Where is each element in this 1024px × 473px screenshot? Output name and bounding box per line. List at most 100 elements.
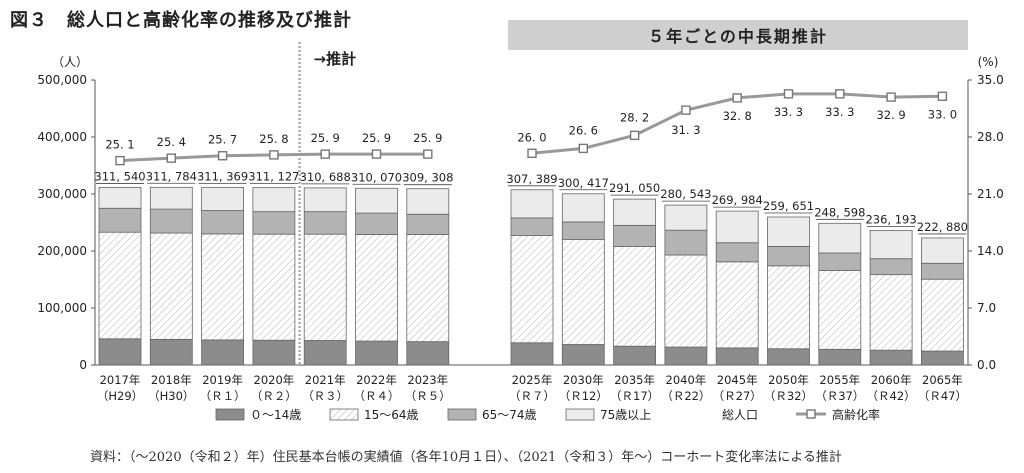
x-sub-label: （Ｒ12） [559, 389, 608, 403]
x-sub-label: （Ｒ４） [354, 389, 400, 403]
x-tick-label: 2035年 [614, 373, 655, 387]
bar-segment [921, 350, 964, 366]
x-sub-label: （Ｒ37） [815, 389, 864, 403]
aging-rate-label: 26. 6 [569, 123, 598, 137]
bar-segment [869, 274, 913, 351]
bar-segment [303, 233, 347, 341]
x-tick-label: 2030年 [563, 373, 604, 387]
total-label: 310, 688 [300, 170, 351, 184]
aging-rate-label: 25. 9 [362, 131, 391, 145]
aging-rate-point [320, 149, 330, 159]
aging-rate-point [166, 153, 177, 163]
bar-segment [252, 211, 296, 235]
y-right-tick-label: 28.0 [977, 130, 1004, 144]
bar-segment [818, 222, 862, 254]
x-tick-label: 2018年 [151, 373, 192, 387]
aging-rate-point [629, 130, 640, 141]
total-label: 269, 984 [712, 193, 763, 207]
bar-segment [664, 254, 708, 348]
bar-segment [252, 187, 296, 213]
bar-segment [715, 347, 759, 366]
total-label: 248, 598 [814, 205, 865, 219]
x-sub-label: （Ｒ７） [509, 389, 555, 403]
y-left-unit-label: （人） [52, 55, 88, 69]
legend-swatch [565, 408, 595, 421]
x-tick-label: 2055年 [819, 373, 860, 387]
bar-segment [561, 221, 605, 240]
aging-rate-label: 25. 4 [157, 135, 186, 149]
bar-segment [252, 339, 296, 366]
x-tick-label: 2020年 [254, 373, 295, 387]
y-right-tick-label: 14.0 [977, 244, 1004, 258]
aging-rate-point [937, 91, 948, 101]
legend-label: 75歳以上 [600, 408, 651, 422]
y-left-tick-label: 500,000 [37, 73, 87, 87]
x-sub-label: （Ｒ17） [610, 389, 659, 403]
y-right-tick-label: 7.0 [977, 301, 996, 315]
x-tick-label: 2045年 [717, 373, 758, 387]
x-tick-label: 2021年 [305, 373, 346, 387]
aging-rate-label: 25. 9 [413, 131, 442, 145]
bar-segment [869, 258, 913, 276]
bar-segment [767, 216, 810, 247]
x-sub-label: （Ｒ３） [302, 389, 348, 403]
x-sub-label: （Ｒ42） [867, 389, 916, 403]
bar-segment [303, 340, 347, 366]
aging-rate-label: 33. 3 [825, 105, 854, 119]
legend-swatch [447, 408, 477, 421]
aging-rate-point [783, 89, 794, 99]
bar-segment [818, 348, 862, 366]
total-label: 311, 784 [146, 169, 197, 183]
bar-segment [149, 186, 193, 210]
aging-rate-label: 26. 0 [517, 130, 546, 144]
bar-segment [406, 234, 450, 343]
chart-title: 図３ 総人口と高齢化率の推移及び推計 [10, 10, 352, 31]
x-sub-label: （Ｒ５） [405, 389, 451, 403]
aging-rate-point [527, 148, 537, 158]
bar-segment [510, 235, 554, 344]
x-sub-label: （Ｒ22） [661, 389, 710, 403]
aging-rate-label: 25. 8 [259, 132, 288, 146]
bar-segment [510, 342, 554, 366]
bar-segment [149, 338, 193, 366]
x-tick-label: 2022年 [356, 373, 397, 387]
x-sub-label: （Ｒ27） [713, 389, 762, 403]
aging-rate-label: 28. 2 [620, 110, 649, 124]
legend-label: ０〜14歳 [250, 408, 301, 422]
bar-segment [869, 229, 913, 260]
legend-label: 15〜64歳 [364, 408, 419, 422]
bar-segment [98, 187, 142, 209]
bar-segment [355, 212, 398, 235]
y-left-tick-label: 400,000 [37, 130, 87, 144]
bar-segment [715, 210, 759, 244]
x-tick-label: 2060年 [871, 373, 912, 387]
aging-rate-point [423, 149, 433, 159]
x-sub-label: （Ｒ２） [251, 389, 297, 403]
total-label: 310, 070 [351, 170, 402, 184]
bar-segment [613, 224, 656, 247]
aging-rate-label: 31. 3 [671, 123, 700, 137]
bar-segment [818, 269, 862, 350]
bar-segment [818, 252, 862, 271]
aging-rate-label: 25. 9 [311, 131, 340, 145]
total-label: 300, 417 [558, 176, 609, 190]
bar-segment [869, 349, 913, 366]
aging-rate-label: 33. 3 [774, 105, 803, 119]
aging-rate-point [732, 93, 742, 103]
y-right-tick-label: 35.0 [977, 73, 1004, 87]
total-label: 309, 308 [402, 171, 453, 185]
bar-segment [767, 246, 810, 267]
total-label: 291, 050 [609, 181, 660, 195]
bar-segment [664, 229, 708, 256]
bar-segment [613, 198, 656, 226]
total-label: 311, 540 [94, 169, 145, 183]
x-tick-label: 2050年 [768, 373, 809, 387]
aging-rate-label: 25. 1 [105, 138, 134, 152]
bar-segment [201, 233, 245, 341]
bar-segment [303, 187, 347, 213]
bar-segment [252, 233, 296, 341]
bar-segment [613, 345, 656, 366]
x-sub-label: （Ｒ１） [200, 389, 246, 403]
bar-segment [561, 239, 605, 345]
